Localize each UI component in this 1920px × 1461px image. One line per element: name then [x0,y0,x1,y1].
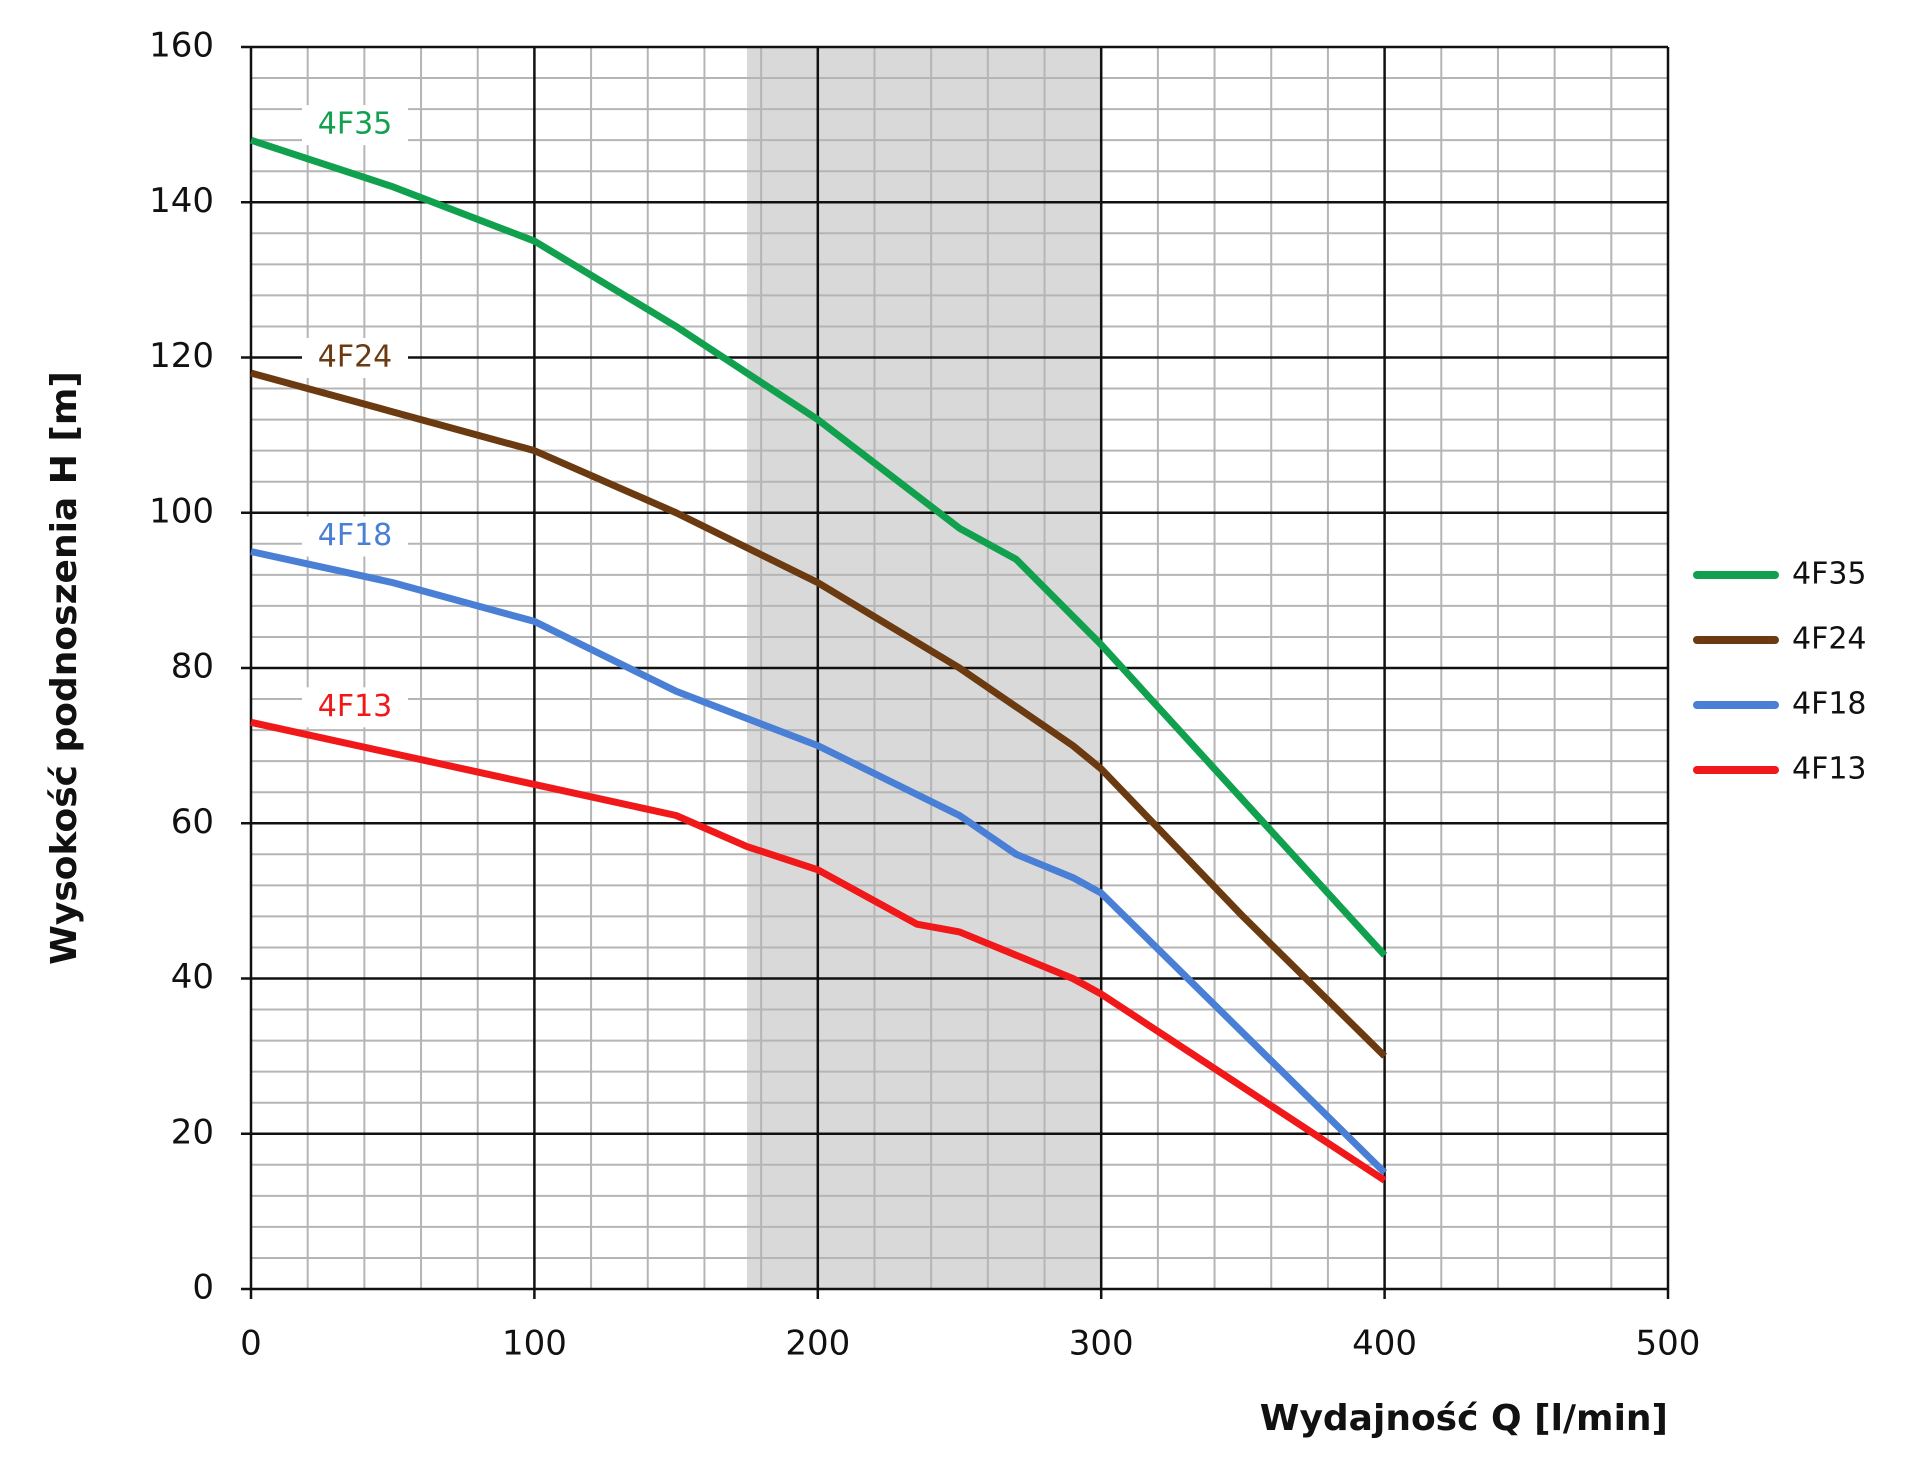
legend-label: 4F24 [1792,622,1867,657]
y-tick-label: 40 [171,957,214,997]
curve-label: 4F35 [318,107,393,142]
line-series [250,718,1387,1184]
x-axis-title: Wydajność Q [l/min] [1260,1398,1668,1439]
curve-label: 4F18 [318,518,393,553]
y-tick-label: 120 [149,336,214,376]
curve-label-bg [302,105,408,146]
x-tick-label: 300 [1069,1324,1134,1364]
legend-label: 4F13 [1792,752,1867,787]
curve-label: 4F13 [318,689,393,724]
x-tick-label: 400 [1352,1324,1417,1364]
y-tick-label: 140 [149,181,214,221]
y-tick-label: 60 [171,802,214,842]
y-tick-label: 0 [192,1268,214,1308]
y-tick-label: 100 [149,491,214,531]
curve-label: 4F24 [318,340,393,375]
x-tick-label: 200 [785,1324,850,1364]
y-tick-label: 20 [171,1112,214,1152]
curve-label-bg [302,516,408,557]
y-tick-label: 80 [171,647,214,687]
y-tick-label: 160 [149,26,214,66]
x-tick-label: 100 [502,1324,567,1364]
legend-label: 4F35 [1792,557,1867,592]
y-axis-title: Wysokość podnoszenia H [m] [44,371,85,965]
legend-label: 4F18 [1792,687,1867,722]
line-series [250,369,1388,1059]
curve-label-bg [302,687,408,728]
x-tick-label: 0 [240,1324,262,1364]
curve-label-bg [302,338,408,379]
x-tick-label: 500 [1636,1324,1701,1364]
line-series [250,548,1388,1176]
line-series [249,136,1388,958]
